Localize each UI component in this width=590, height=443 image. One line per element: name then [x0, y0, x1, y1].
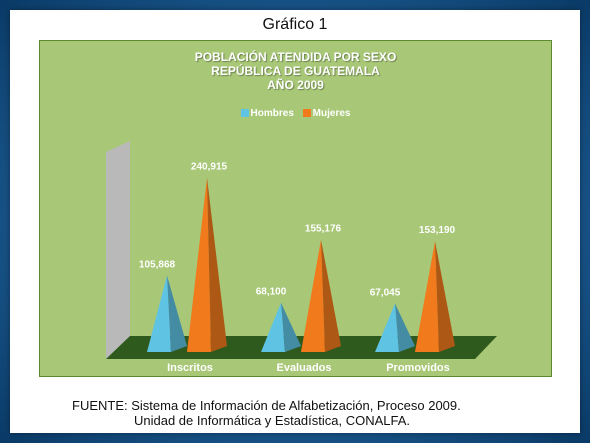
legend-swatch-mujeres: [302, 109, 311, 118]
data-label-hombres-evaluados: 68,100: [256, 287, 287, 298]
data-label-mujeres-inscritos: 240,915: [191, 162, 228, 173]
chart-legend: Hombres Mujeres: [40, 108, 551, 119]
footnote-line-1: FUENTE: Sistema de Información de Alfabe…: [72, 398, 461, 413]
data-label-hombres-inscritos: 105,868: [139, 259, 176, 270]
legend-label-hombres: Hombres: [250, 108, 294, 119]
chart-area: POBLACIÓN ATENDIDA POR SEXO REPÚBLICA DE…: [39, 40, 552, 377]
pyramid-hombres-inscritos-front: [147, 275, 171, 352]
pyramid-mujeres-evaluados-front: [301, 239, 325, 352]
chart-title-line-1: POBLACIÓN ATENDIDA POR SEXO: [194, 50, 397, 64]
pyramid-mujeres-inscritos-side: [207, 177, 227, 352]
footnote-line-2: Unidad de Informática y Estadística, CON…: [134, 413, 411, 428]
pyramid-mujeres-inscritos-front: [187, 177, 211, 352]
chart-title-line-3: AÑO 2009: [267, 78, 324, 92]
slide-heading: Gráfico 1: [262, 16, 328, 33]
pyramid-mujeres-promovidos-side: [435, 241, 455, 352]
data-label-hombres-promovidos: 67,045: [370, 287, 401, 298]
category-label-inscritos: Inscritos: [167, 362, 213, 374]
source-footnote: FUENTE: Sistema de Información de Alfabe…: [72, 398, 552, 428]
pyramid-hombres-inscritos-side: [167, 275, 187, 352]
pyramid-mujeres-promovidos-front: [415, 241, 439, 352]
legend-swatch-hombres: [240, 109, 249, 118]
pyramid-hombres-promovidos-front: [375, 303, 399, 352]
legend-item-hombres: Hombres: [240, 108, 297, 119]
data-label-mujeres-promovidos: 153,190: [419, 225, 456, 236]
legend-item-mujeres: Mujeres: [302, 108, 351, 119]
pyramid-hombres-evaluados-front: [261, 302, 285, 352]
data-label-mujeres-evaluados: 155,176: [305, 224, 342, 235]
chart-title-line-2: REPÚBLICA DE GUATEMALA: [211, 64, 380, 78]
legend-label-mujeres: Mujeres: [312, 108, 351, 119]
chart-plot: 105,868 240,915 Inscritos 68,100 155,176 Eval…: [106, 141, 497, 374]
pyramid-mujeres-evaluados-side: [321, 239, 341, 352]
slide: A B B C Gráfico 1 POBLACIÓN ATENDIDA POR…: [10, 10, 580, 433]
category-label-evaluados: Evaluados: [276, 362, 331, 374]
pyramid-hombres-evaluados-side: [281, 302, 301, 352]
chart-title: POBLACIÓN ATENDIDA POR SEXO REPÚBLICA DE…: [40, 50, 551, 92]
category-label-promovidos: Promovidos: [386, 362, 450, 374]
chart-side-wall: [106, 141, 130, 359]
pyramid-hombres-promovidos-side: [395, 303, 415, 352]
